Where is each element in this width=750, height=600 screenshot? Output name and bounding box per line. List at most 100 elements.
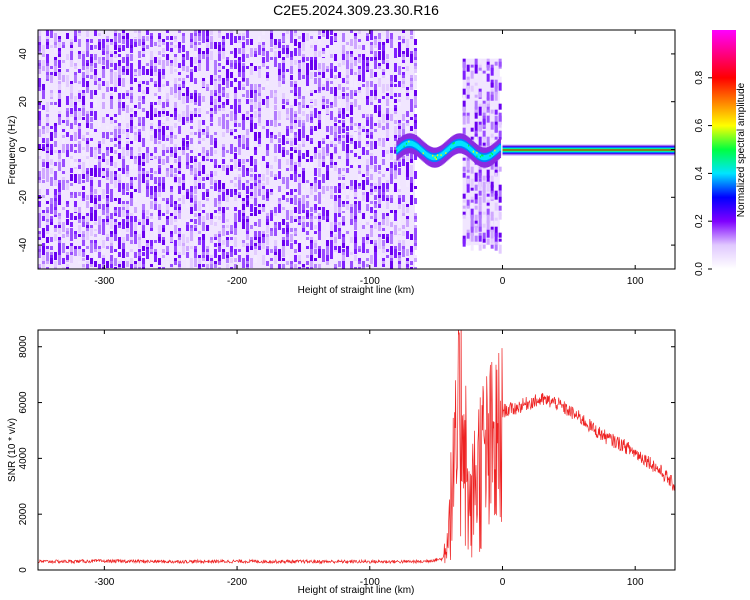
heatmap-cell <box>162 102 165 106</box>
heatmap-cell <box>102 69 105 78</box>
heatmap-cell <box>410 142 413 145</box>
heatmap-cell <box>441 151 444 154</box>
heatmap-cell <box>222 165 225 171</box>
heatmap-cell <box>398 126 401 131</box>
heatmap-cell <box>230 231 233 234</box>
heatmap-cell <box>50 246 53 250</box>
heatmap-cell <box>50 126 53 129</box>
heatmap-cell <box>78 141 81 146</box>
heatmap-cell <box>499 147 502 150</box>
heatmap-cell <box>306 114 309 122</box>
heatmap-cell <box>46 54 49 63</box>
heatmap-cell <box>314 213 317 218</box>
heatmap-cell <box>334 138 337 141</box>
heatmap-cell <box>338 180 341 185</box>
heatmap-cell <box>350 165 353 168</box>
heatmap-cell <box>162 39 165 44</box>
heatmap-cell <box>274 57 277 67</box>
heatmap-cell <box>166 42 169 51</box>
heatmap-cell <box>314 147 317 150</box>
heatmap-cell <box>262 204 265 207</box>
heatmap-cell <box>410 30 413 35</box>
heatmap-cell <box>306 108 309 114</box>
heatmap-cell <box>250 84 253 92</box>
heatmap-cell <box>118 231 121 240</box>
heatmap-cell <box>456 151 459 154</box>
heatmap-cell <box>382 234 385 239</box>
heatmap-cell <box>415 150 418 153</box>
heatmap-cell <box>282 252 285 257</box>
heatmap-cell <box>326 255 329 258</box>
heatmap-cell <box>302 111 305 116</box>
heatmap-cell <box>466 88 470 95</box>
heatmap-cell <box>326 81 329 91</box>
heatmap-cell <box>318 231 321 240</box>
heatmap-cell <box>471 156 474 159</box>
heatmap-cell <box>102 258 105 266</box>
heatmap-cell <box>398 154 401 157</box>
heatmap-cell <box>423 146 426 149</box>
heatmap-cell <box>266 156 269 159</box>
heatmap-cell <box>497 144 500 147</box>
heatmap-cell <box>174 147 177 153</box>
heatmap-cell <box>460 140 463 143</box>
heatmap-cell <box>318 195 321 203</box>
heatmap-cell <box>472 159 475 162</box>
heatmap-cell <box>314 210 317 214</box>
heatmap-cell <box>102 204 105 212</box>
heatmap-cell <box>62 111 65 114</box>
heatmap-cell <box>401 143 404 146</box>
heatmap-cell <box>134 192 137 202</box>
heatmap-cell <box>473 158 476 161</box>
heatmap-cell <box>420 155 423 158</box>
heatmap-cell <box>162 111 165 114</box>
heatmap-cell <box>186 246 189 251</box>
heatmap-cell <box>444 156 447 159</box>
heatmap-cell <box>493 143 496 146</box>
heatmap-cell <box>110 102 113 105</box>
heatmap-cell <box>370 192 373 195</box>
heatmap-cell <box>334 252 337 261</box>
heatmap-cell <box>414 120 417 125</box>
heatmap-cell <box>421 154 424 157</box>
heatmap-cell <box>378 123 381 128</box>
heatmap-cell <box>150 126 153 129</box>
heatmap-cell <box>306 222 309 227</box>
heatmap-cell <box>495 144 498 147</box>
heatmap-cell <box>422 141 425 144</box>
heatmap-cell <box>402 137 405 140</box>
heatmap-cell <box>58 216 61 221</box>
heatmap-cell <box>362 180 365 190</box>
heatmap-cell <box>350 108 353 115</box>
heatmap-cell <box>485 165 488 168</box>
heatmap-cell <box>478 153 481 156</box>
heatmap-cell <box>414 114 417 118</box>
heatmap-cell <box>82 141 85 147</box>
heatmap-cell <box>58 99 61 107</box>
heatmap-cell <box>378 51 381 60</box>
heatmap-cell <box>154 129 157 138</box>
heatmap-cell <box>202 81 205 87</box>
heatmap-cell <box>254 180 257 183</box>
heatmap-cell <box>182 243 185 247</box>
heatmap-cell <box>411 142 414 145</box>
heatmap-cell <box>318 207 321 210</box>
heatmap-cell <box>322 138 325 143</box>
heatmap-cell <box>326 261 329 265</box>
heatmap-cell <box>294 123 297 129</box>
heatmap-cell <box>78 93 81 102</box>
heatmap-cell <box>106 126 109 129</box>
heatmap-cell <box>478 151 481 154</box>
heatmap-cell <box>294 48 297 56</box>
heatmap-cell <box>478 190 482 196</box>
heatmap-cell <box>110 42 113 45</box>
heatmap-cell <box>479 152 482 155</box>
heatmap-cell <box>473 144 476 147</box>
heatmap-cell <box>134 267 137 269</box>
heatmap-cell <box>154 144 157 149</box>
heatmap-cell <box>298 72 301 80</box>
heatmap-cell <box>322 174 325 178</box>
heatmap-cell <box>170 186 173 191</box>
heatmap-cell <box>38 105 41 109</box>
heatmap-cell <box>166 81 169 86</box>
